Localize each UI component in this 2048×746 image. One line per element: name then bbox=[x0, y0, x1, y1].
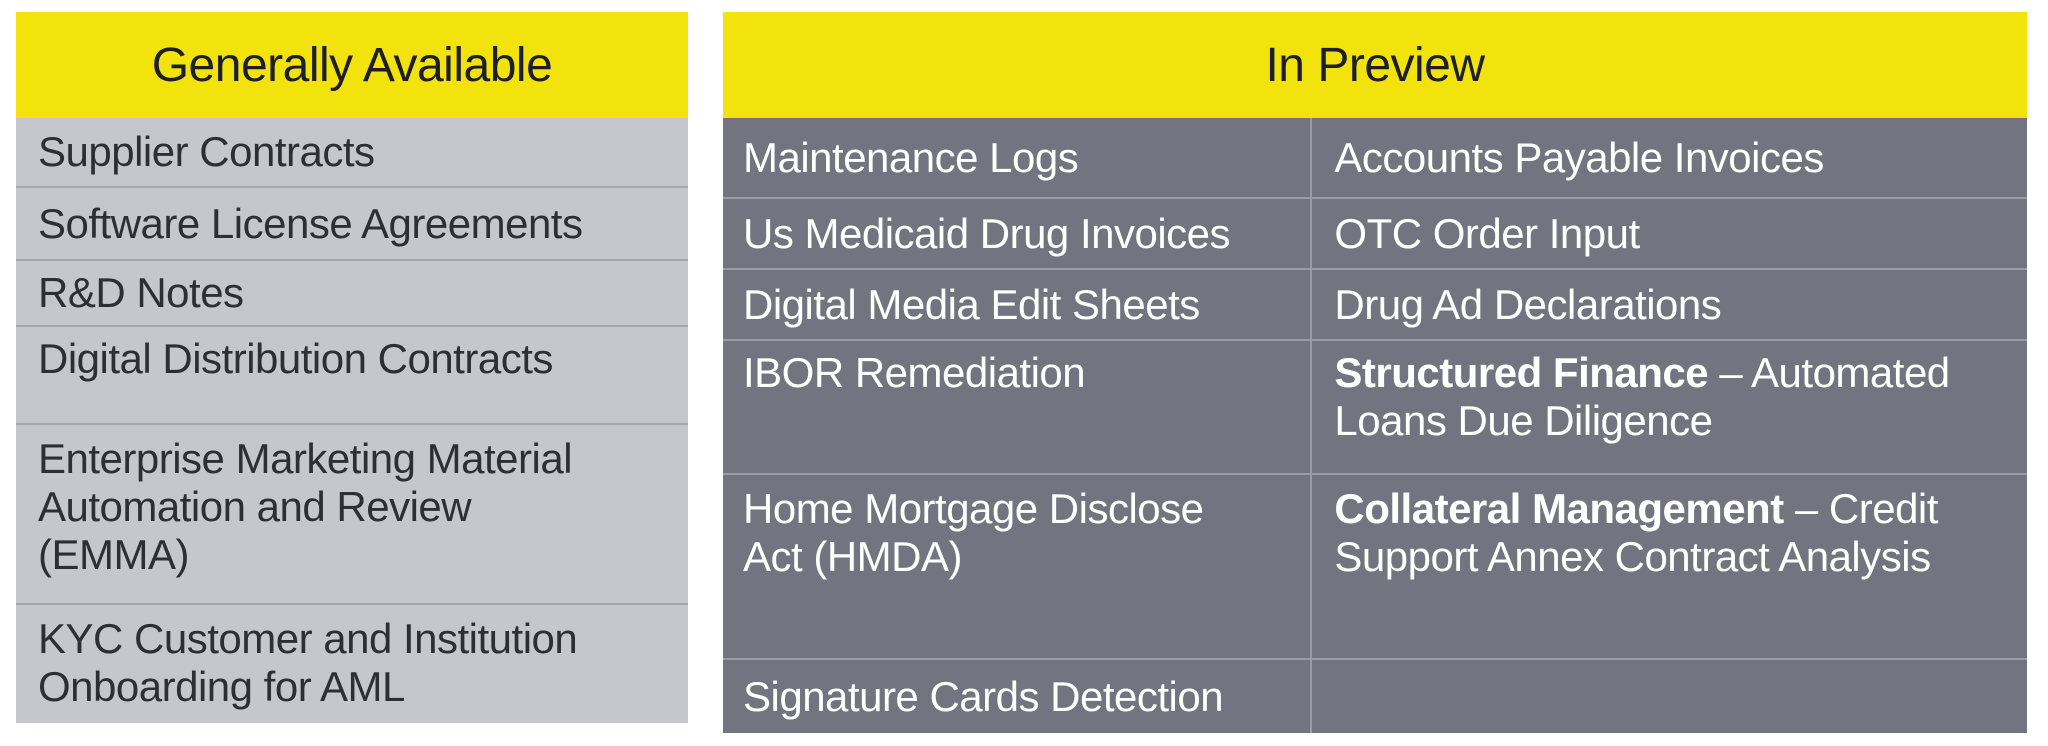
table-row-rd-notes: R&D Notes bbox=[16, 259, 688, 325]
table-row-emma: Enterprise Marketing Material Automation… bbox=[16, 423, 688, 603]
table-cell-right: Structured Finance – Automated Loans Due… bbox=[1312, 341, 2027, 473]
generally-available-table: Generally Available Supplier Contracts S… bbox=[16, 12, 688, 723]
table-row-hmda-collateral-management: Home Mortgage Disclose Act (HMDA) Collat… bbox=[723, 473, 2027, 658]
cell-text: IBOR Remediation bbox=[743, 349, 1086, 396]
generally-available-header-label: Generally Available bbox=[151, 38, 553, 92]
table-row-us-medicaid: Us Medicaid Drug Invoices OTC Order Inpu… bbox=[723, 197, 2027, 268]
cell-text: Home Mortgage Disclose Act (HMDA) bbox=[743, 485, 1204, 580]
table-row-kyc-onboarding: KYC Customer and Institution Onboarding … bbox=[16, 603, 688, 723]
table-row-ibor-structured-finance: IBOR Remediation Structured Finance – Au… bbox=[723, 339, 2027, 473]
cell-text: – Credit Support Annex Contract Analysis bbox=[1334, 485, 1938, 580]
cell-text: Enterprise Marketing Material Automation… bbox=[38, 435, 573, 578]
cell-text: – Automated Loans Due Diligence bbox=[1334, 349, 1950, 444]
table-row-supplier-contracts: Supplier Contracts bbox=[16, 118, 688, 186]
cell-text: Digital Media Edit Sheets bbox=[743, 280, 1200, 328]
cell-text: OTC Order Input bbox=[1334, 209, 1640, 257]
in-preview-header: In Preview bbox=[723, 12, 2027, 118]
table-row-software-license-agreements: Software License Agreements bbox=[16, 186, 688, 259]
table-row-maintenance-logs: Maintenance Logs Accounts Payable Invoic… bbox=[723, 118, 2027, 197]
table-cell-left: Us Medicaid Drug Invoices bbox=[723, 199, 1313, 268]
table-cell-left: Signature Cards Detection bbox=[723, 660, 1313, 733]
cell-text: KYC Customer and Institution Onboarding … bbox=[38, 615, 578, 710]
cell-text: Signature Cards Detection bbox=[743, 672, 1224, 720]
table-row-digital-media-edit-sheets: Digital Media Edit Sheets Drug Ad Declar… bbox=[723, 268, 2027, 339]
cell-text: Accounts Payable Invoices bbox=[1334, 133, 1824, 181]
table-cell-right-empty bbox=[1312, 660, 2027, 733]
table-row-signature-cards-detection: Signature Cards Detection bbox=[723, 658, 2027, 733]
cell-text: Drug Ad Declarations bbox=[1334, 280, 1722, 328]
table-cell-right: Collateral Management – Credit Support A… bbox=[1312, 475, 2027, 658]
in-preview-header-label: In Preview bbox=[1265, 38, 1485, 92]
table-cell-left: Digital Media Edit Sheets bbox=[723, 270, 1313, 339]
cell-text: Us Medicaid Drug Invoices bbox=[743, 209, 1231, 257]
table-cell-left: Maintenance Logs bbox=[723, 118, 1313, 197]
cell-text: Supplier Contracts bbox=[38, 128, 375, 175]
generally-available-header: Generally Available bbox=[16, 12, 688, 118]
table-cell-left: Home Mortgage Disclose Act (HMDA) bbox=[723, 475, 1313, 658]
cell-text-bold: Collateral Management bbox=[1334, 485, 1784, 532]
cell-text: Digital Distribution Contracts bbox=[38, 335, 553, 382]
table-cell-right: OTC Order Input bbox=[1312, 199, 2027, 268]
cell-text: R&D Notes bbox=[38, 269, 244, 316]
cell-text: Maintenance Logs bbox=[743, 133, 1079, 181]
cell-text: Software License Agreements bbox=[38, 199, 583, 247]
in-preview-table: In Preview Maintenance Logs Accounts Pay… bbox=[723, 12, 2027, 733]
table-cell-right: Drug Ad Declarations bbox=[1312, 270, 2027, 339]
cell-text-bold: Structured Finance bbox=[1334, 349, 1709, 396]
table-cell-left: IBOR Remediation bbox=[723, 341, 1313, 473]
table-cell-right: Accounts Payable Invoices bbox=[1312, 118, 2027, 197]
table-row-digital-distribution-contracts: Digital Distribution Contracts bbox=[16, 325, 688, 423]
